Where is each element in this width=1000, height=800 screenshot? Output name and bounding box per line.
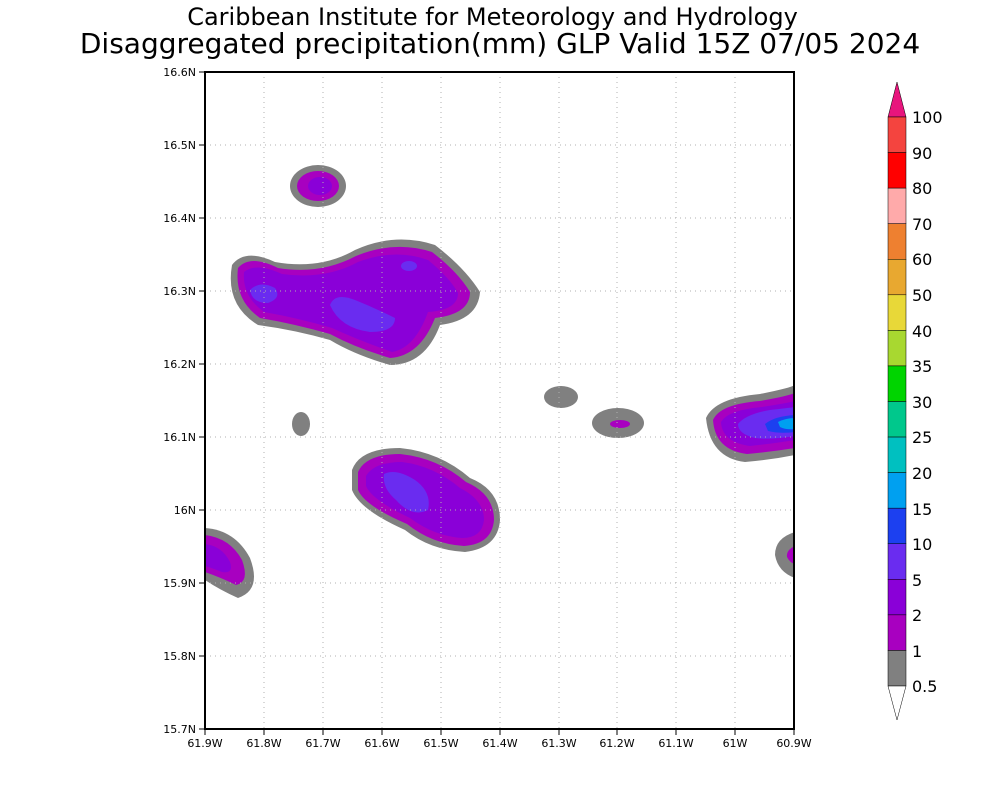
legend-swatch xyxy=(887,507,907,545)
legend-swatch xyxy=(887,187,907,224)
legend-swatch xyxy=(887,436,907,473)
y-tick-label: 15.8N xyxy=(163,650,196,663)
x-tick-label: 60.9W xyxy=(776,737,811,750)
precip-cell-e-15mm xyxy=(778,418,795,430)
legend-swatch xyxy=(887,294,907,331)
legend-label: 70 xyxy=(912,215,932,234)
x-tick-label: 61.9W xyxy=(187,737,222,750)
legend-swatch xyxy=(887,401,907,438)
x-tick-label: 61.7W xyxy=(305,737,340,750)
precip-cell-se-outer xyxy=(775,532,795,578)
legend-swatch xyxy=(887,259,907,296)
map-subtitle: Disaggregated precipitation(mm) GLP Vali… xyxy=(79,27,921,60)
precip-cell-small-1 xyxy=(292,412,310,436)
y-tick-label: 16.6N xyxy=(163,66,196,79)
precip-cell-nw-5mm-c xyxy=(401,261,417,271)
x-tick-label: 61.6W xyxy=(364,737,399,750)
precip-cell-se-1mm xyxy=(786,546,795,564)
legend-label: 60 xyxy=(912,250,932,269)
y-tick-marks xyxy=(199,71,205,730)
legend-arrow-bottom xyxy=(887,685,907,721)
legend-swatch xyxy=(887,223,907,260)
legend-label: 15 xyxy=(912,500,932,519)
precip-cell-nw-5mm-a xyxy=(330,296,395,332)
legend-label: 1 xyxy=(912,642,922,661)
x-tick-label: 61W xyxy=(723,737,748,750)
legend-label: 30 xyxy=(912,393,932,412)
legend-swatch xyxy=(887,365,907,402)
legend-label: 35 xyxy=(912,357,932,376)
legend-label: 25 xyxy=(912,428,932,447)
x-tick-label: 61.8W xyxy=(246,737,281,750)
legend-label: 5 xyxy=(912,571,922,590)
legend-label: 0.5 xyxy=(912,677,937,696)
precipitation-legend: 100 90 80 70 60 50 40 35 30 25 20 15 10 … xyxy=(887,81,943,721)
legend-arrow-top xyxy=(887,81,907,118)
legend-label: 20 xyxy=(912,464,932,483)
precip-cell-nw-5mm-b xyxy=(250,284,278,303)
precip-cell-sw-2mm xyxy=(205,544,231,573)
precip-cell-n-2mm xyxy=(308,177,332,195)
x-tick-label: 61.4W xyxy=(482,737,517,750)
x-tick-labels: 61.9W 61.8W 61.7W 61.6W 61.5W 61.4W 61.3… xyxy=(187,737,811,750)
y-tick-label: 15.7N xyxy=(163,723,196,736)
legend-label: 80 xyxy=(912,179,932,198)
legend-label: 100 xyxy=(912,108,943,127)
legend-swatch xyxy=(887,543,907,580)
legend-swatch xyxy=(887,650,907,687)
legend-label: 40 xyxy=(912,322,932,341)
legend-label: 10 xyxy=(912,535,932,554)
y-tick-labels: 16.6N 16.5N 16.4N 16.3N 16.2N 16.1N 16N … xyxy=(163,66,196,736)
legend-swatch xyxy=(887,614,907,651)
map-frame xyxy=(204,71,795,730)
map-grid xyxy=(205,72,794,729)
y-tick-label: 16.1N xyxy=(163,431,196,444)
legend-swatch xyxy=(887,579,907,616)
x-tick-label: 61.1W xyxy=(658,737,693,750)
precipitation-cells xyxy=(205,165,795,598)
x-tick-label: 61.2W xyxy=(599,737,634,750)
legend-label: 50 xyxy=(912,286,932,305)
legend-swatch xyxy=(887,152,907,189)
legend-swatch xyxy=(887,472,907,509)
precip-cell-small-3-inner xyxy=(610,420,630,428)
y-tick-label: 16.5N xyxy=(163,139,196,152)
x-tick-marks xyxy=(204,729,795,735)
y-tick-label: 16.2N xyxy=(163,358,196,371)
y-tick-label: 16.4N xyxy=(163,212,196,225)
legend-label: 90 xyxy=(912,144,932,163)
x-tick-label: 61.5W xyxy=(423,737,458,750)
x-tick-label: 61.3W xyxy=(541,737,576,750)
legend-swatches xyxy=(887,81,907,721)
legend-swatch xyxy=(887,116,907,153)
legend-label: 2 xyxy=(912,606,922,625)
legend-swatch xyxy=(887,330,907,367)
legend-labels: 100 90 80 70 60 50 40 35 30 25 20 15 10 … xyxy=(912,108,943,696)
y-tick-label: 16N xyxy=(174,504,196,517)
map-title: Caribbean Institute for Meteorology and … xyxy=(187,3,798,31)
precip-cell-small-2 xyxy=(544,386,578,408)
precip-cell-c-5mm xyxy=(383,472,429,513)
y-tick-label: 16.3N xyxy=(163,285,196,298)
y-tick-label: 15.9N xyxy=(163,577,196,590)
